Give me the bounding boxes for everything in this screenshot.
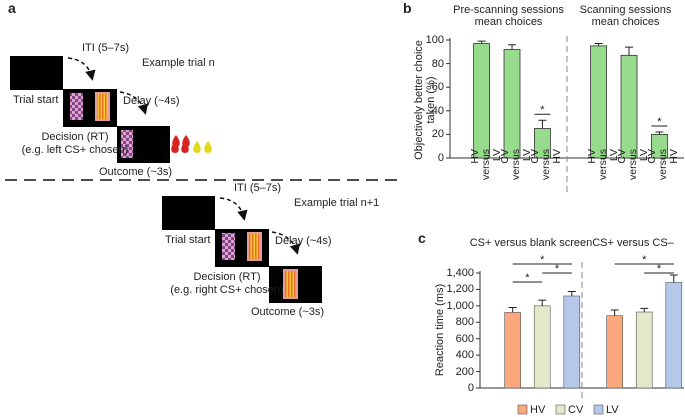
group-title: CS+ versus CS– <box>592 237 674 249</box>
legend-swatch <box>555 404 566 415</box>
bar <box>533 305 551 389</box>
comparison-label: * <box>656 263 662 275</box>
arrow <box>67 57 96 81</box>
choice-label: (e.g. left CS+ chosen) <box>21 144 129 156</box>
legend-label: HV <box>530 404 546 416</box>
comparison-label: * <box>525 272 530 284</box>
arrow <box>271 231 300 255</box>
bar <box>503 49 521 159</box>
reward-drop <box>171 141 179 153</box>
x-tick-label: HV versus LV <box>468 149 503 180</box>
error-bar <box>508 44 517 50</box>
stimulus <box>70 93 83 120</box>
outcome-label: Outcome (~3s) <box>251 306 325 318</box>
y-tick-label: 600 <box>455 332 474 345</box>
group-title: Pre-scanning sessions mean choices <box>453 4 564 28</box>
y-tick-label: 40 <box>431 104 444 117</box>
bar <box>563 295 581 389</box>
bar <box>635 311 653 389</box>
y-tick-label: 100 <box>425 34 444 46</box>
y-axis-title: Reaction time (ms) <box>434 283 446 377</box>
delay-label: Delay (~4s) <box>275 235 332 247</box>
screen <box>10 56 63 90</box>
bar <box>590 45 607 159</box>
bar <box>665 282 683 389</box>
y-tick-label: 0 <box>437 152 444 164</box>
y-tick-label: 200 <box>455 365 474 378</box>
comparison-label: * <box>642 254 647 266</box>
bar <box>620 54 638 159</box>
stimulus <box>283 269 298 299</box>
trial-label: Example trial n <box>142 57 215 69</box>
outcome-label: Outcome (~3s) <box>99 166 173 178</box>
x-tick-label: HV versus LV <box>585 149 620 180</box>
significance-label: * <box>540 104 545 117</box>
choice-label: (e.g. right CS+ chosen) <box>170 284 284 296</box>
reward-drop <box>193 141 201 153</box>
arrow <box>119 91 148 115</box>
bar <box>504 312 521 389</box>
error-bar <box>625 46 634 56</box>
comparison-label: * <box>554 263 560 275</box>
bar <box>606 315 623 389</box>
y-tick-label: 400 <box>455 349 474 362</box>
stimulus <box>222 233 235 260</box>
legend-swatch <box>593 404 604 415</box>
y-tick-label: 1,000 <box>446 299 474 312</box>
error-bar <box>508 307 517 313</box>
legend-label: LV <box>606 404 619 416</box>
decision-label: Decision (RT) <box>193 271 261 283</box>
start-label: Trial start <box>13 94 59 106</box>
y-tick-label: 20 <box>431 128 444 141</box>
y-tick-label: 80 <box>431 57 444 70</box>
y-tick-label: 1,200 <box>446 283 474 296</box>
panel-label: a <box>8 0 16 16</box>
error-bar <box>655 131 664 135</box>
x-tick-label: CV versus HV <box>529 149 564 180</box>
y-axis-title: Objectively better choice taken (%) <box>413 40 437 160</box>
y-tick-label: 800 <box>455 316 474 329</box>
y-tick-label: 0 <box>467 382 474 394</box>
panel-label: b <box>403 0 412 16</box>
trial-label: Example trial n+1 <box>294 197 380 209</box>
y-tick-label: 1,400 <box>446 267 474 279</box>
error-bar <box>610 309 619 316</box>
x-tick-label: CV versus LV <box>616 149 650 180</box>
error-bar <box>538 299 547 306</box>
legend-label: CV <box>568 404 584 416</box>
iti-label: ITI (5–7s) <box>82 42 130 54</box>
decision-label: Decision (RT) <box>41 131 109 143</box>
group-title: Scanning sessions mean choices <box>579 4 672 28</box>
x-tick-label: CV versus LV <box>499 149 533 180</box>
error-bar <box>567 290 576 296</box>
arrow <box>219 197 248 221</box>
delay-label: Delay (~4s) <box>123 95 180 107</box>
stimulus <box>247 232 262 261</box>
panel-label: c <box>418 230 426 246</box>
stimulus <box>121 130 133 158</box>
start-label: Trial start <box>165 234 211 246</box>
reward-drop <box>204 141 212 153</box>
error-bar <box>538 119 547 129</box>
reward-drop <box>181 141 189 153</box>
error-bar <box>640 307 649 313</box>
bar <box>473 43 490 159</box>
y-tick-label: 60 <box>431 81 444 94</box>
error-bar <box>669 274 678 283</box>
iti-label: ITI (5–7s) <box>234 182 282 194</box>
legend-swatch <box>517 404 528 415</box>
stimulus <box>95 92 110 121</box>
error-bar <box>477 40 486 44</box>
screen <box>162 196 215 230</box>
significance-label: * <box>657 116 662 129</box>
comparison-label: * <box>540 254 545 266</box>
error-bar <box>594 43 603 46</box>
group-title: CS+ versus blank screen <box>469 237 593 249</box>
x-tick-label: CV versus HV <box>646 149 681 180</box>
